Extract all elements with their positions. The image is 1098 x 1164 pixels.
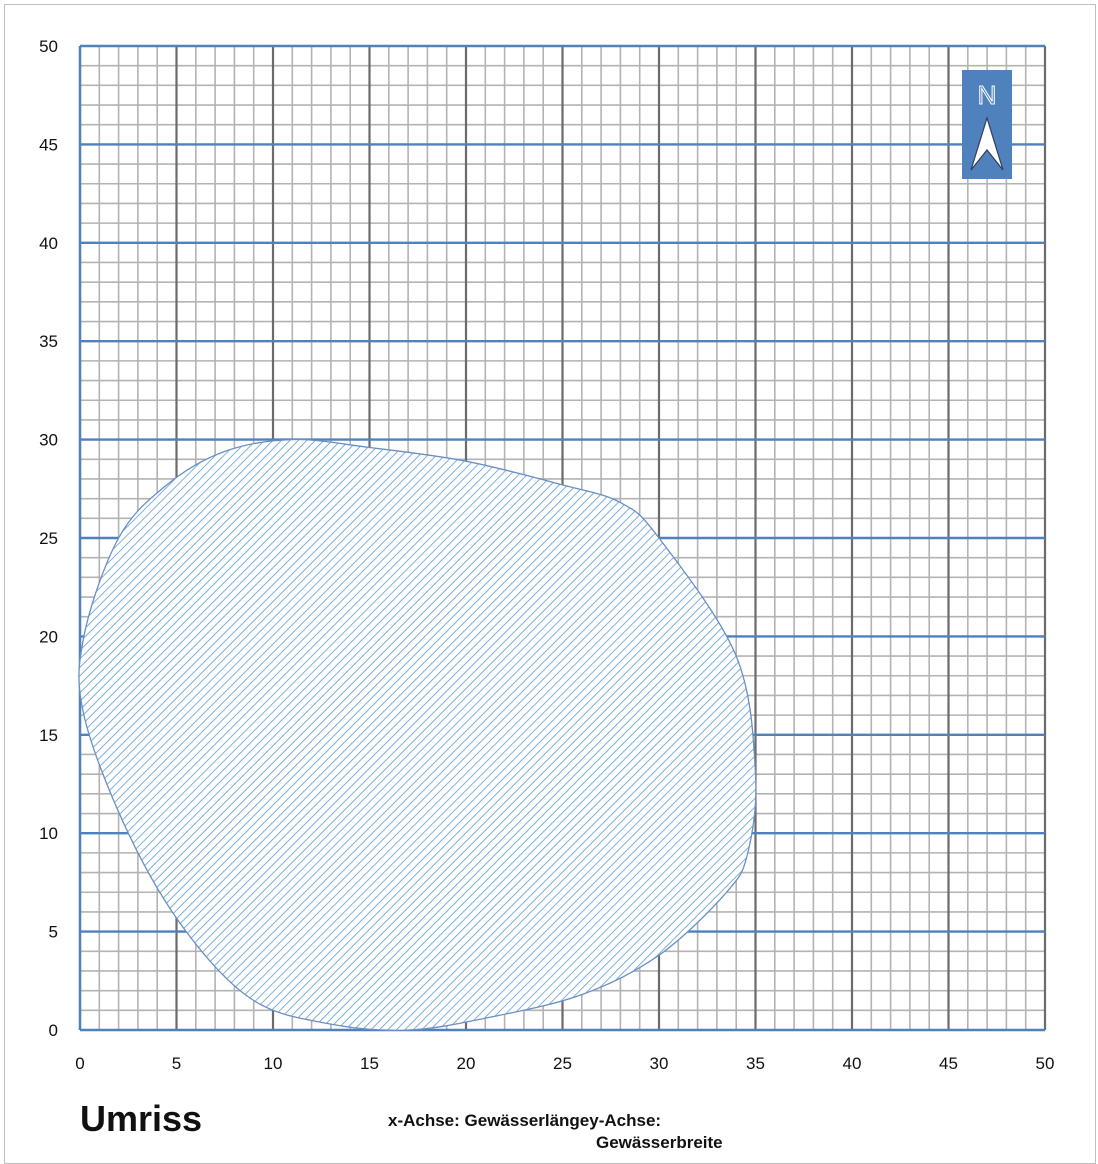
x-tick-label: 0 <box>75 1054 84 1073</box>
x-tick-label: 50 <box>1036 1054 1055 1073</box>
y-tick-label: 40 <box>39 234 58 253</box>
axis-caption-line-1: x-Achse: Gewässerlängey-Achse: <box>388 1111 662 1130</box>
x-tick-label: 20 <box>457 1054 476 1073</box>
x-tick-label: 40 <box>843 1054 862 1073</box>
north-arrow-icon: N <box>962 70 1012 179</box>
x-tick-label: 25 <box>553 1054 572 1073</box>
y-tick-label: 0 <box>49 1021 58 1040</box>
y-tick-label: 50 <box>39 37 58 56</box>
y-tick-label: 15 <box>39 726 58 745</box>
y-tick-label: 25 <box>39 529 58 548</box>
axis-caption-line-2: Gewässerbreite <box>596 1133 723 1152</box>
x-tick-label: 35 <box>746 1054 765 1073</box>
north-letter: N <box>978 80 997 110</box>
x-tick-label: 5 <box>172 1054 181 1073</box>
axis-caption: x-Achse: Gewässerlängey-Achse: Gewässerb… <box>388 1110 723 1154</box>
x-tick-label: 10 <box>264 1054 283 1073</box>
chart-title: Umriss <box>80 1098 203 1139</box>
lake-outline-shape <box>78 438 757 1031</box>
y-tick-label: 20 <box>39 627 58 646</box>
y-tick-label: 10 <box>39 824 58 843</box>
x-tick-label: 15 <box>360 1054 379 1073</box>
y-tick-label: 5 <box>49 923 58 942</box>
x-tick-label: 45 <box>939 1054 958 1073</box>
x-tick-label: 30 <box>650 1054 669 1073</box>
y-tick-label: 35 <box>39 332 58 351</box>
y-tick-label: 45 <box>39 135 58 154</box>
y-tick-label: 30 <box>39 431 58 450</box>
